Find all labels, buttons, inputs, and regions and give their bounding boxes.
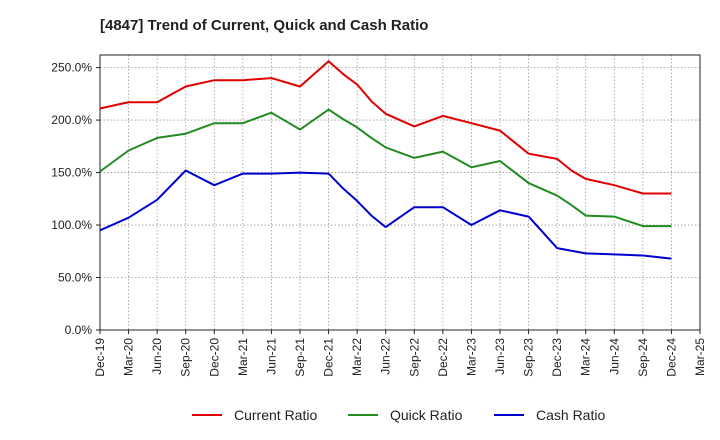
x-tick-label: Dec-20 xyxy=(207,338,221,377)
cash-ratio-line xyxy=(99,169,672,260)
x-tick-label: Dec-23 xyxy=(550,338,564,377)
x-tick-label: Sep-22 xyxy=(407,338,421,377)
x-tick-label: Mar-20 xyxy=(122,338,136,376)
x-tick-label: Sep-24 xyxy=(636,338,650,377)
x-tick-label: Dec-24 xyxy=(664,338,678,377)
legend: Current Ratio Quick Ratio Cash Ratio xyxy=(192,407,605,423)
x-tick-label: Mar-21 xyxy=(236,338,250,376)
quick-ratio-legend-label: Quick Ratio xyxy=(390,407,463,423)
x-tick-label: Jun-23 xyxy=(493,338,507,375)
x-tick-label: Sep-20 xyxy=(179,338,193,377)
x-tick-label: Jun-20 xyxy=(150,338,164,375)
x-tick-label: Jun-22 xyxy=(379,338,393,375)
x-tick-label: Mar-25 xyxy=(693,338,707,376)
x-tick-label: Sep-21 xyxy=(293,338,307,377)
y-tick-label: 150.0% xyxy=(51,166,92,180)
chart-title: [4847] Trend of Current, Quick and Cash … xyxy=(100,17,428,34)
x-tick-label: Jun-24 xyxy=(607,338,621,375)
y-tick-label: 200.0% xyxy=(51,113,92,127)
axes-layer: 0.0% 50.0% 100.0% 150.0% 200.0% 250.0% Dec-19 M… xyxy=(51,54,707,377)
x-tick-label: Jun-21 xyxy=(264,338,278,375)
x-tick-label: Dec-21 xyxy=(322,338,336,377)
x-tick-label: Mar-22 xyxy=(350,338,364,376)
grid-layer xyxy=(99,55,701,331)
plot-frame xyxy=(99,54,701,331)
y-tick-label: 250.0% xyxy=(51,61,92,75)
current-ratio-line xyxy=(99,60,672,195)
x-tick-label: Sep-23 xyxy=(522,338,536,377)
x-tick-label: Mar-24 xyxy=(579,338,593,376)
y-tick-label: 0.0% xyxy=(65,323,93,337)
current-ratio-legend-label: Current Ratio xyxy=(234,407,317,423)
cash-ratio-legend-label: Cash Ratio xyxy=(536,407,605,423)
y-tick-label: 100.0% xyxy=(51,218,92,232)
x-tick-label: Dec-19 xyxy=(93,338,107,377)
quick-ratio-line xyxy=(99,108,672,228)
x-tick-label: Mar-23 xyxy=(464,338,478,376)
x-tick-label: Dec-22 xyxy=(436,338,450,377)
y-tick-label: 50.0% xyxy=(58,271,92,285)
series-layer xyxy=(99,60,672,260)
